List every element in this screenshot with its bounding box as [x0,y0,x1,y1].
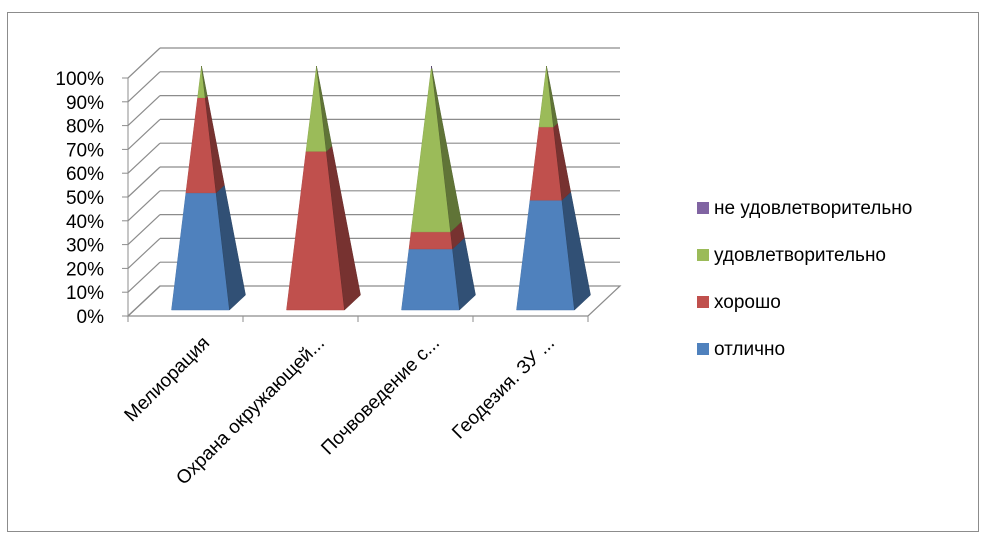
x-category-label: Геодезия. ЗУ ... [448,333,559,444]
gridline-side [127,95,161,127]
legend-swatch [697,296,709,308]
y-tick-label: 50% [66,188,104,209]
gridline-side [127,47,161,79]
legend-label: удовлетворительно [714,245,886,266]
gridline-side [127,118,161,150]
pyramid-segment-отлично [401,248,460,311]
y-tick-label: 30% [66,236,104,257]
legend-label: не удовлетворительно [714,198,912,219]
gridline-side [127,190,161,222]
legend: не удовлетворительно удовлетворительно хор… [697,198,912,360]
y-axis-ticks: 0% 10% 20%30% 40% 50% 60% 70%80% 90% 100% [55,69,128,328]
pyramid-side-удовлетворительно [316,65,333,152]
y-tick-label: 100% [55,69,104,90]
y-tick-label: 60% [66,164,104,185]
gridline-side [127,237,161,269]
pyramid-side-удовлетворительно [546,65,558,128]
y-tick-label: 20% [66,259,104,280]
y-tick-label: 70% [66,140,104,161]
x-category-label: Мелиорация [121,333,214,426]
legend-label: хорошо [714,292,781,313]
y-tick-label: 0% [77,307,105,328]
pyramid-segment-хорошо [408,231,453,250]
x-category-label: Почвоведение с... [317,333,444,460]
legend-swatch [697,343,709,355]
chart-frame [7,12,979,532]
legend-swatch [697,249,709,261]
gridline-side [127,71,161,103]
floor-outline [126,285,622,317]
y-tick-label: 80% [66,117,104,138]
chart-floor [126,285,622,317]
legend-swatch [697,202,709,214]
gridline-side [127,142,161,174]
gridline-side [127,166,161,198]
y-tick-label: 40% [66,212,104,233]
legend-label: отлично [714,339,785,360]
y-tick-label: 10% [66,283,104,304]
gridline-side [127,261,161,293]
pyramid-bars [171,65,591,311]
y-tick-label: 90% [66,93,104,114]
gridline-side [127,214,161,246]
pyramid-side-удовлетворительно [201,65,208,99]
